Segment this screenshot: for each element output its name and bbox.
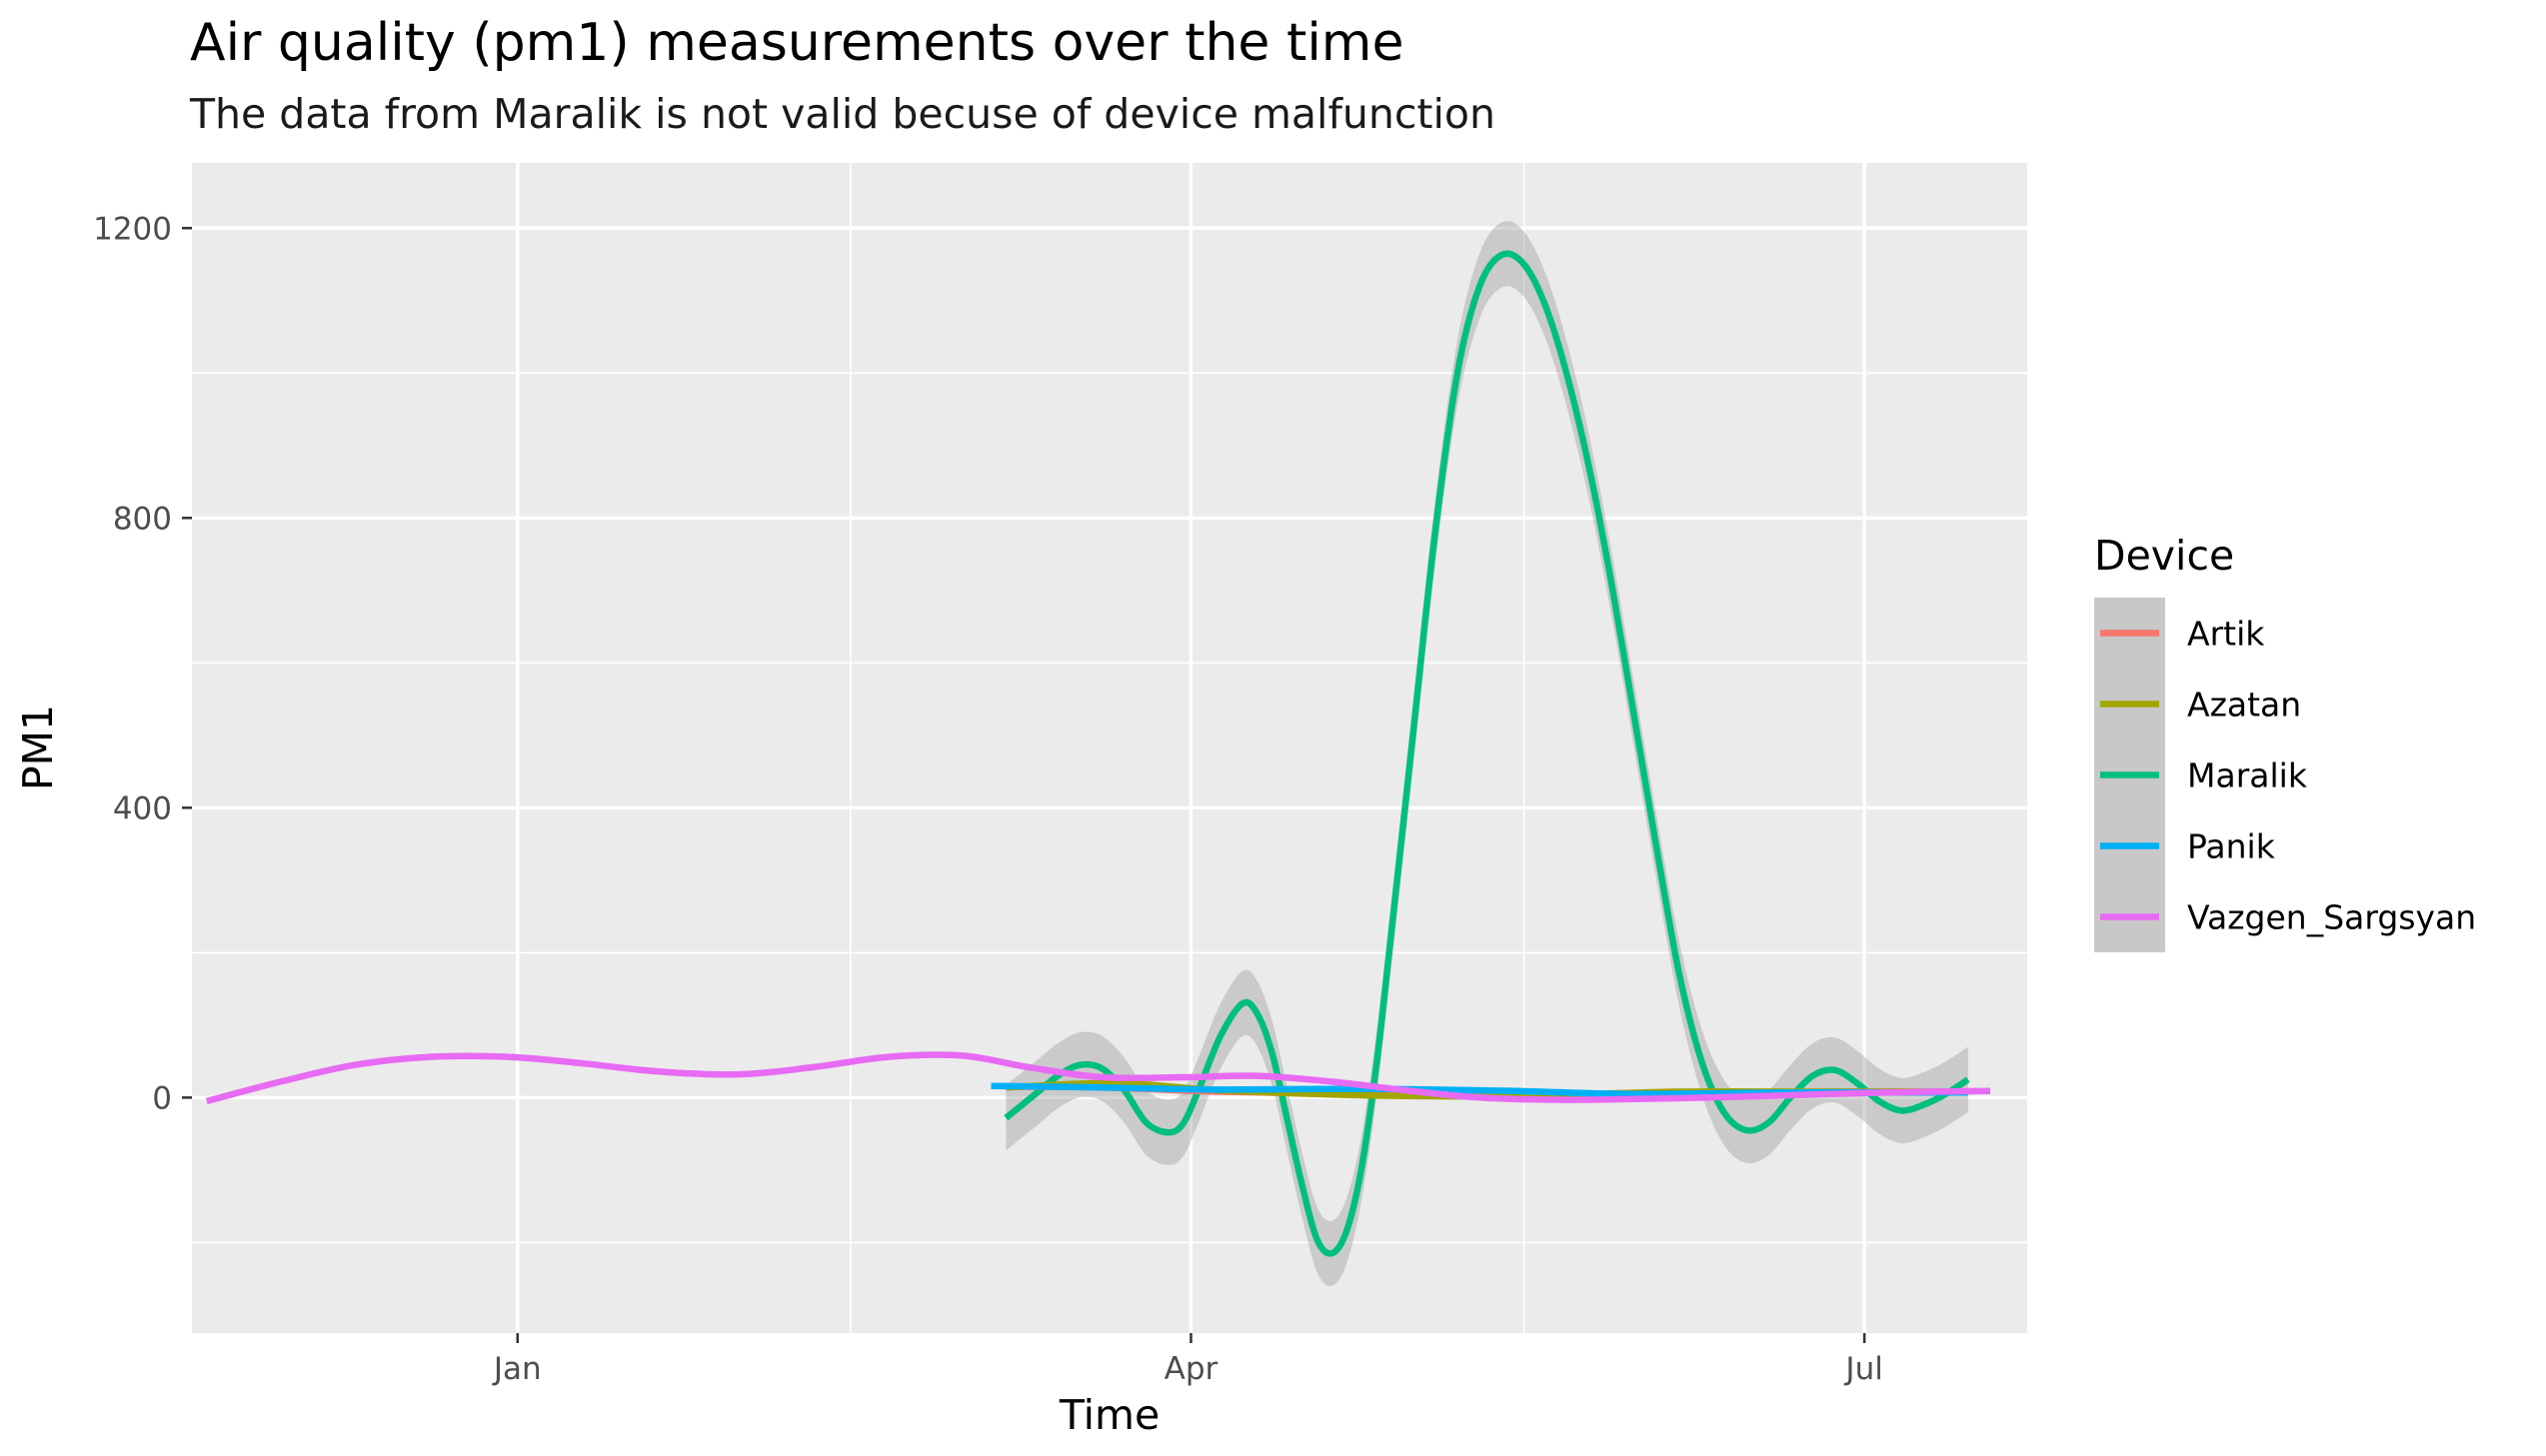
x-tick-label: Jul (1843, 1351, 1882, 1387)
chart-subtitle: The data from Maralik is not valid becus… (189, 90, 1495, 138)
series-line-vazgen_sargsyan (205, 1051, 1991, 1105)
x-axis-title: Time (1059, 1391, 1160, 1439)
x-tick-label: Jan (492, 1351, 542, 1387)
confidence-bands (1006, 221, 1968, 1287)
legend: Device Artik Azatan Maralik Panik Vazgen_Sar… (2094, 532, 2476, 952)
y-tick-label: 400 (113, 790, 172, 826)
y-axis-title: PM1 (14, 705, 62, 790)
legend-label: Azatan (2187, 686, 2301, 725)
legend-label: Maralik (2187, 756, 2308, 795)
plot-panel (192, 163, 2027, 1333)
legend-label: Vazgen_Sargsyan (2187, 898, 2476, 937)
y-tick-label: 0 (152, 1080, 172, 1116)
series-line-maralik (1004, 250, 1970, 1257)
x-tick-label: Apr (1165, 1351, 1219, 1387)
legend-item: Vazgen_Sargsyan (2094, 881, 2476, 952)
y-tick-label: 800 (113, 501, 172, 537)
legend-item: Artik (2094, 598, 2265, 669)
y-tick-label: 1200 (93, 211, 172, 247)
axes: 0 400 800 1200 Jan Apr Jul (93, 211, 1883, 1387)
legend-item: Panik (2094, 810, 2276, 881)
grid-lines (176, 163, 2027, 1333)
legend-items: Artik Azatan Maralik Panik Vazgen_Sargsyan (2094, 598, 2476, 952)
legend-label: Artik (2187, 615, 2265, 654)
legend-item: Azatan (2094, 669, 2301, 739)
legend-item: Maralik (2094, 739, 2308, 810)
chart-title: Air quality (pm1) measurements over the … (190, 13, 1403, 73)
legend-label: Panik (2187, 827, 2276, 866)
legend-title: Device (2094, 532, 2234, 580)
confidence-band-maralik (1006, 221, 1968, 1287)
series-lines (205, 250, 1991, 1257)
